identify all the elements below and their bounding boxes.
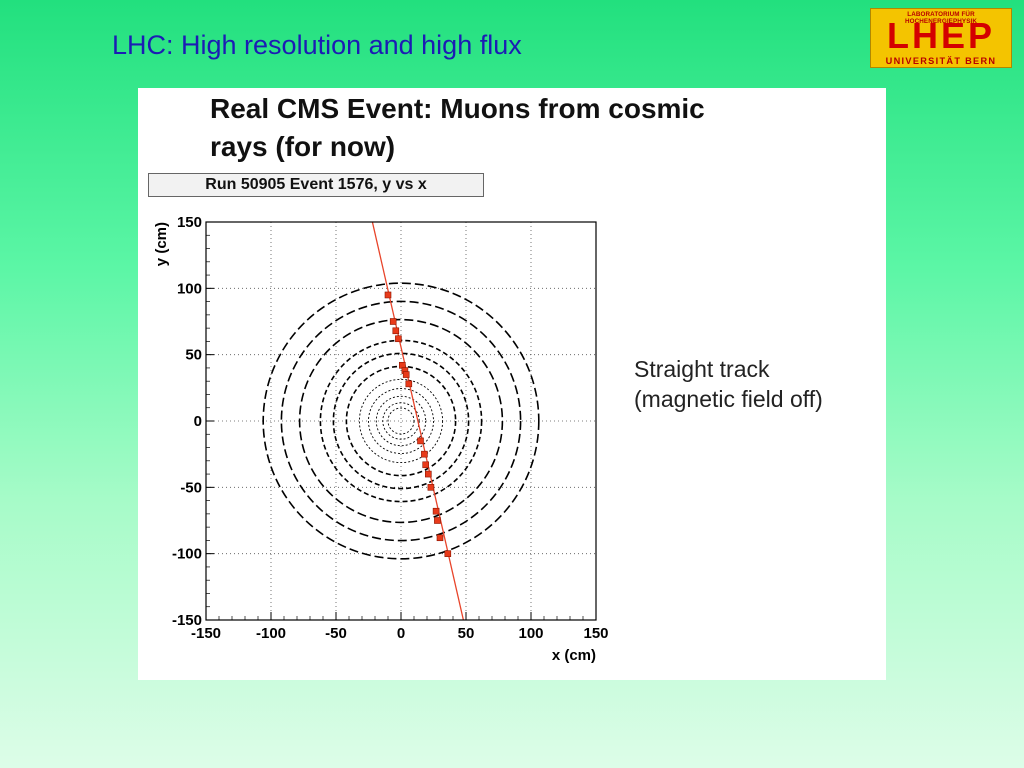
chart-title: Run 50905 Event 1576, y vs x (148, 173, 484, 197)
logo-bottom-text: UNIVERSITÄT BERN (885, 56, 997, 66)
hit-point (395, 335, 402, 343)
event-plot: -150 -100 -50 0 50 100 150 -150 -100 -50 0 50 100 150… (153, 214, 609, 664)
panel-heading-line1: Real CMS Event: Muons from cosmic (210, 93, 705, 124)
hit-point (405, 380, 413, 388)
hit-point (432, 507, 440, 515)
annotation-text: Straight track (magnetic field off) (634, 354, 884, 414)
hit-point (421, 450, 428, 458)
hit-point (434, 517, 441, 524)
detector-ring (280, 300, 522, 542)
x-axis-label: x (cm) (552, 647, 596, 664)
logo-main-text: LHEP (886, 15, 995, 56)
event-display-panel: Real CMS Event: Muons from cosmic rays (… (138, 88, 886, 680)
hit-point (384, 291, 392, 299)
y-tick-label: -50 (180, 479, 202, 496)
x-tick-label: -100 (256, 625, 286, 642)
hit-point (436, 534, 444, 542)
detector-ring (375, 395, 427, 447)
x-tick-label: 0 (397, 625, 405, 642)
detector-ring (358, 378, 444, 464)
y-tick-label: 100 (177, 280, 202, 297)
detector-ring (262, 282, 540, 560)
y-tick-label: 0 (194, 413, 202, 430)
annotation-line2: (magnetic field off) (634, 386, 823, 412)
y-tick-label: -150 (172, 612, 202, 629)
lhep-logo: LABORATORIUM FÜR HOCHENERGIEPHYSIK LHEP … (870, 8, 1012, 68)
x-tick-label: -50 (325, 625, 347, 642)
detector-ring (382, 402, 420, 440)
y-tick-label: 50 (185, 347, 202, 364)
hit-point (389, 318, 397, 325)
panel-heading-line2: rays (for now) (210, 131, 396, 162)
x-tick-label: 100 (518, 625, 543, 642)
detector-ring (298, 318, 504, 524)
hit-point (422, 461, 430, 469)
y-tick-label: 150 (177, 214, 202, 231)
y-axis-label: y (cm) (153, 222, 170, 266)
annotation-line1: Straight track (634, 356, 770, 382)
x-tick-label: 50 (458, 625, 475, 642)
hit-point (444, 550, 452, 557)
hit-point (392, 327, 400, 335)
detector-ring (368, 388, 434, 454)
hit-point (427, 484, 435, 491)
hit-point (417, 437, 424, 445)
hit-point (424, 470, 432, 478)
detector-ring (332, 352, 470, 490)
detector-layers (262, 282, 540, 560)
plot-frame (205, 221, 597, 621)
logo-top-text: LABORATORIUM FÜR HOCHENERGIEPHYSIK (904, 11, 978, 25)
slide-title: LHC: High resolution and high flux (112, 30, 522, 60)
panel-heading: Real CMS Event: Muons from cosmic rays (… (210, 90, 830, 166)
x-tick-label: -150 (191, 625, 221, 642)
y-tick-label: -100 (172, 546, 202, 563)
detector-ring (387, 407, 415, 435)
hit-point (402, 371, 410, 378)
x-tick-label: 150 (583, 625, 608, 642)
